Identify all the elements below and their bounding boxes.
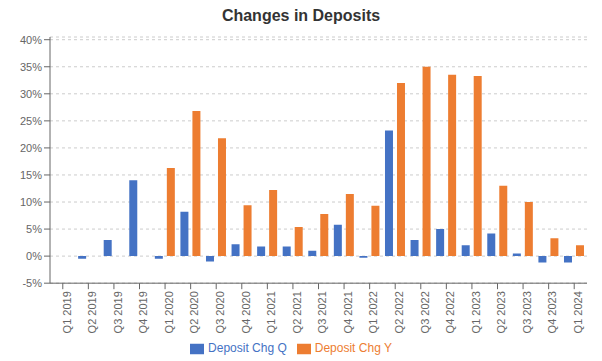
- svg-text:Q3 2023: Q3 2023: [521, 291, 533, 333]
- html-text:Deposit Chg Y: Deposit Chg Y: [314, 341, 392, 356]
- svg-text:Q2 2020: Q2 2020: [188, 291, 200, 333]
- svg-text:Q2 2019: Q2 2019: [86, 291, 98, 333]
- svg-text:20%: 20%: [20, 142, 42, 154]
- svg-text:10%: 10%: [20, 196, 42, 208]
- svg-text:35%: 35%: [20, 61, 42, 73]
- svg-text:Q3 2019: Q3 2019: [112, 291, 124, 333]
- html-text:Deposit Chg Q: Deposit Chg Q: [208, 341, 287, 356]
- svg-text:-5%: -5%: [22, 277, 42, 289]
- svg-text:30%: 30%: [20, 88, 42, 100]
- svg-text:Q3 2021: Q3 2021: [316, 291, 328, 333]
- svg-text:Q1 2024: Q1 2024: [572, 291, 584, 333]
- svg-text:0%: 0%: [26, 250, 42, 262]
- svg-text:15%: 15%: [20, 169, 42, 181]
- svg-text:Q1 2022: Q1 2022: [367, 291, 379, 333]
- svg-text:Q1 2023: Q1 2023: [470, 291, 482, 333]
- svg-text:Q4 2021: Q4 2021: [342, 291, 354, 333]
- svg-text:Q1 2020: Q1 2020: [163, 291, 175, 333]
- svg-text:Q2 2023: Q2 2023: [495, 291, 507, 333]
- svg-text:25%: 25%: [20, 115, 42, 127]
- svg-text:Q1 2021: Q1 2021: [265, 291, 277, 333]
- svg-text:Q4 2019: Q4 2019: [137, 291, 149, 333]
- svg-text:Q3 2022: Q3 2022: [419, 291, 431, 333]
- svg-text:Q3 2020: Q3 2020: [214, 291, 226, 333]
- html-text:Changes in Deposits: Changes in Deposits: [221, 7, 381, 24]
- svg-text:Q2 2021: Q2 2021: [291, 291, 303, 333]
- svg-text:40%: 40%: [20, 34, 42, 46]
- svg-text:5%: 5%: [26, 223, 42, 235]
- svg-text:Q4 2023: Q4 2023: [546, 291, 558, 333]
- svg-text:Q4 2022: Q4 2022: [444, 291, 456, 333]
- svg-text:Q4 2020: Q4 2020: [240, 291, 252, 333]
- svg-text:Q1 2019: Q1 2019: [61, 291, 73, 333]
- svg-text:Q2 2022: Q2 2022: [393, 291, 405, 333]
